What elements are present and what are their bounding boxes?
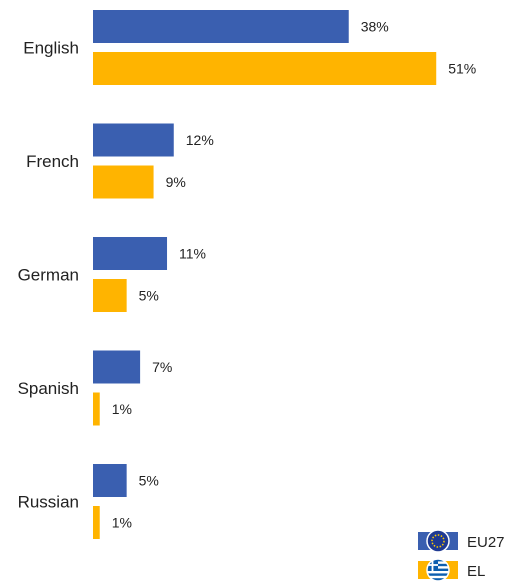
value-label-eu27-spanish: 7%	[152, 359, 172, 375]
value-label-el-english: 51%	[448, 61, 476, 77]
legend-label-eu27: EU27	[467, 534, 505, 551]
category-label-french: French	[26, 152, 79, 171]
value-label-el-russian: 1%	[112, 515, 132, 531]
bar-el-french	[93, 165, 154, 199]
legend-item-eu27: EU27	[418, 529, 505, 553]
value-label-eu27-russian: 5%	[139, 473, 159, 489]
bar-el-german	[93, 279, 127, 312]
bar-el-english	[93, 52, 437, 85]
value-label-el-german: 5%	[139, 288, 159, 304]
bar-eu27-russian	[93, 464, 127, 497]
legend-item-el: EL	[418, 558, 485, 582]
value-label-el-french: 9%	[166, 174, 186, 190]
legend-label-el: EL	[467, 563, 485, 580]
category-label-german: German	[18, 266, 79, 285]
bar-eu27-german	[93, 237, 168, 270]
category-label-spanish: Spanish	[18, 379, 79, 398]
bar-eu27-spanish	[93, 350, 141, 384]
value-label-eu27-french: 12%	[186, 132, 214, 148]
bar-eu27-english	[93, 10, 349, 43]
value-label-eu27-german: 11%	[179, 246, 206, 262]
value-label-eu27-english: 38%	[361, 19, 389, 35]
legend: EU27 EL	[418, 529, 505, 582]
category-label-russian: Russian	[18, 493, 79, 512]
value-label-el-spanish: 1%	[112, 401, 132, 417]
chart-marks: English 38% 51% French 12% 9% German 11% 5% Spani…	[18, 10, 476, 539]
bar-eu27-french	[93, 123, 174, 157]
eu-flag-icon	[426, 529, 450, 553]
category-label-english: English	[23, 39, 79, 58]
greece-flag-icon	[426, 558, 450, 582]
bar-el-spanish	[93, 392, 100, 426]
bar-el-russian	[93, 506, 100, 539]
